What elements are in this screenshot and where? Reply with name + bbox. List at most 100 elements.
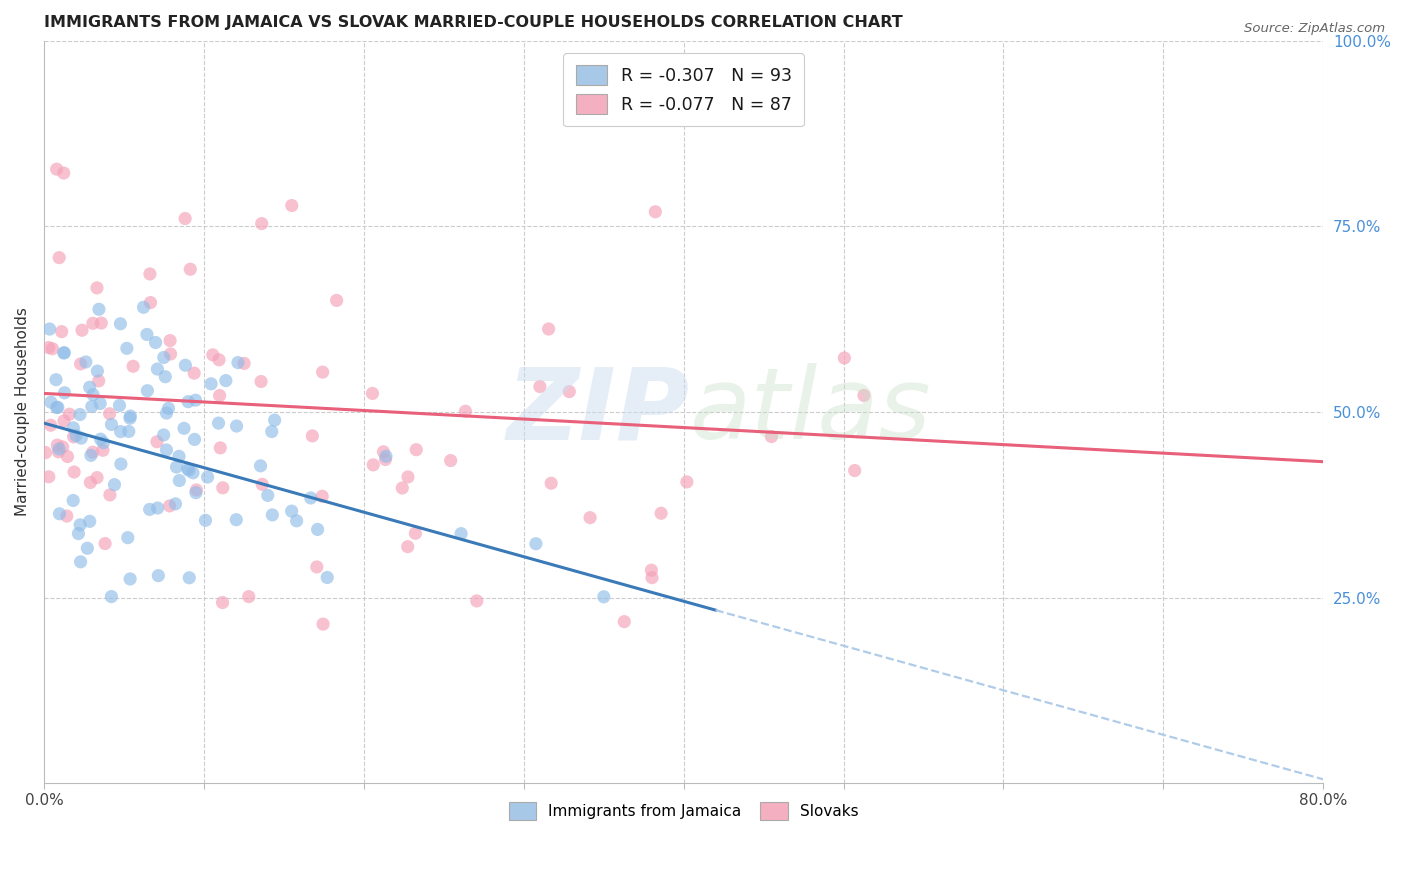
Point — [174, 358, 197, 372]
Point — [145, 335, 167, 350]
Text: atlas: atlas — [690, 363, 932, 460]
Point — [70, 323, 93, 337]
Point — [62, 421, 84, 435]
Point — [450, 526, 472, 541]
Point — [120, 572, 142, 586]
Point — [69, 408, 91, 422]
Point — [179, 571, 201, 585]
Text: ZIP: ZIP — [508, 363, 690, 460]
Point — [250, 375, 273, 389]
Point — [152, 428, 174, 442]
Point — [233, 356, 256, 370]
Point — [465, 594, 488, 608]
Point — [52, 440, 75, 454]
Point — [159, 334, 181, 348]
Point — [524, 537, 547, 551]
Point — [52, 166, 75, 180]
Point — [316, 570, 339, 584]
Point — [249, 458, 271, 473]
Point — [761, 429, 783, 443]
Point — [307, 523, 329, 537]
Point — [115, 342, 138, 356]
Point — [299, 491, 322, 505]
Point — [256, 488, 278, 502]
Point — [86, 470, 108, 484]
Point — [579, 510, 602, 524]
Point — [194, 513, 217, 527]
Point — [69, 517, 91, 532]
Point — [280, 504, 302, 518]
Point — [63, 465, 86, 479]
Point — [281, 198, 304, 212]
Point — [41, 342, 63, 356]
Point — [396, 540, 419, 554]
Point — [260, 425, 283, 439]
Point — [89, 396, 111, 410]
Point — [46, 438, 69, 452]
Point — [139, 267, 162, 281]
Point — [166, 460, 188, 475]
Legend: Immigrants from Jamaica, Slovaks: Immigrants from Jamaica, Slovaks — [501, 795, 866, 828]
Point — [69, 555, 91, 569]
Point — [39, 395, 62, 409]
Point — [94, 536, 117, 550]
Point — [201, 348, 224, 362]
Point — [93, 435, 115, 450]
Point — [159, 347, 181, 361]
Point — [155, 369, 177, 384]
Point — [404, 526, 426, 541]
Point — [38, 341, 60, 355]
Point — [132, 300, 155, 314]
Point — [139, 295, 162, 310]
Point — [48, 442, 70, 456]
Point — [75, 355, 97, 369]
Point — [79, 380, 101, 394]
Point — [67, 526, 90, 541]
Point — [70, 431, 93, 445]
Point — [80, 448, 103, 462]
Point — [238, 590, 260, 604]
Point — [179, 262, 201, 277]
Point — [100, 590, 122, 604]
Point — [305, 560, 328, 574]
Point — [852, 388, 875, 402]
Point — [155, 406, 177, 420]
Point — [146, 362, 169, 376]
Point — [39, 418, 62, 433]
Point — [91, 443, 114, 458]
Point — [117, 531, 139, 545]
Point — [138, 502, 160, 516]
Point — [100, 417, 122, 432]
Point — [173, 421, 195, 435]
Point — [211, 481, 233, 495]
Point — [208, 352, 231, 367]
Point — [375, 450, 398, 464]
Point — [644, 204, 666, 219]
Point — [285, 514, 308, 528]
Point — [311, 365, 333, 379]
Point — [152, 351, 174, 365]
Point — [53, 385, 76, 400]
Point — [82, 316, 104, 330]
Point — [90, 316, 112, 330]
Point — [87, 302, 110, 317]
Point — [208, 388, 231, 402]
Point — [613, 615, 636, 629]
Point — [186, 483, 208, 497]
Point — [252, 477, 274, 491]
Point — [155, 442, 177, 457]
Point — [641, 571, 664, 585]
Point — [209, 441, 232, 455]
Point — [169, 474, 191, 488]
Point — [56, 450, 79, 464]
Point — [181, 466, 204, 480]
Point — [62, 430, 84, 444]
Point — [45, 373, 67, 387]
Point — [640, 563, 662, 577]
Point — [45, 401, 67, 415]
Point — [86, 364, 108, 378]
Point — [834, 351, 856, 365]
Point — [391, 481, 413, 495]
Point — [184, 485, 207, 500]
Point — [62, 493, 84, 508]
